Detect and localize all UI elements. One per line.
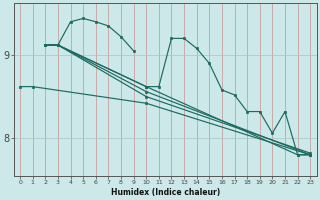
X-axis label: Humidex (Indice chaleur): Humidex (Indice chaleur) [110,188,220,197]
